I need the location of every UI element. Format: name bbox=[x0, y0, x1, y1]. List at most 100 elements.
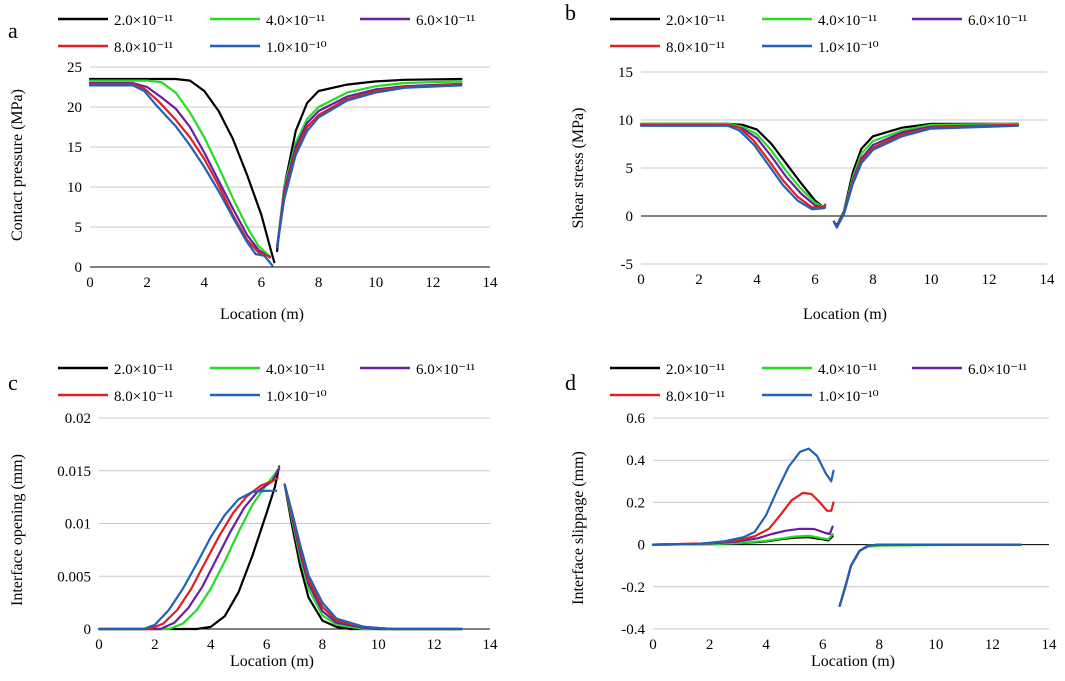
panel-b: b 2.0×10⁻¹¹ 4.0×10⁻¹¹ 6.0×10⁻¹¹ 8.0×10⁻¹… bbox=[565, 0, 1055, 323]
series-line-b-2-seg1 bbox=[832, 123, 1020, 228]
series-line-a-0-seg0 bbox=[88, 77, 276, 264]
x-tick-label-a-6: 12 bbox=[425, 275, 440, 291]
y-tick-label-c-2: 0.01 bbox=[65, 517, 91, 533]
panel-c: c 2.0×10⁻¹¹ 4.0×10⁻¹¹ 6.0×10⁻¹¹ 8.0×10⁻¹… bbox=[8, 362, 498, 670]
panel-d-xlabel: Location (m) bbox=[811, 653, 895, 670]
x-tick-label-b-6: 12 bbox=[982, 272, 997, 288]
legend-label-d-3: 8.0×10⁻¹¹ bbox=[666, 389, 725, 405]
legend-label-a-1: 4.0×10⁻¹¹ bbox=[266, 13, 325, 29]
x-tick-label-b-7: 14 bbox=[1040, 272, 1056, 288]
panel-a-ylabel: Contact pressure (MPa) bbox=[9, 89, 26, 241]
series-line-c-4-seg0 bbox=[97, 489, 278, 631]
panel-c-plot: 0 0.005 0.01 0.015 0.02 0 2 4 6 8 10 12 14 bbox=[57, 411, 498, 653]
y-tick-label-d-4: 0.4 bbox=[626, 453, 645, 469]
panel-b-xlabel: Location (m) bbox=[803, 306, 887, 323]
legend-label-c-1: 4.0×10⁻¹¹ bbox=[266, 362, 325, 378]
panel-b-ylabel: Shear stress (MPa) bbox=[570, 108, 587, 229]
legend-label-c-4: 1.0×10⁻¹⁰ bbox=[266, 389, 327, 405]
y-tick-label-a-5: 25 bbox=[67, 60, 82, 76]
panel-c-letter: c bbox=[8, 370, 18, 395]
y-tick-label-b-1: 0 bbox=[626, 209, 634, 225]
x-tick-label-c-4: 8 bbox=[319, 637, 327, 653]
series-line-d-0-seg1 bbox=[838, 543, 1022, 607]
panel-a-letter: a bbox=[8, 18, 18, 43]
panel-b-letter: b bbox=[565, 0, 576, 25]
x-tick-label-b-4: 8 bbox=[869, 272, 877, 288]
series-line-c-4-seg1 bbox=[283, 483, 464, 631]
legend-label-d-4: 1.0×10⁻¹⁰ bbox=[818, 389, 879, 405]
x-tick-label-b-1: 2 bbox=[695, 272, 703, 288]
legend-label-d-0: 2.0×10⁻¹¹ bbox=[666, 362, 725, 378]
series-line-c-1-seg1 bbox=[283, 483, 464, 631]
x-tick-label-a-5: 10 bbox=[368, 275, 383, 291]
x-tick-label-a-1: 2 bbox=[143, 275, 151, 291]
x-tick-label-b-3: 6 bbox=[811, 272, 819, 288]
series-line-d-2-seg1 bbox=[838, 543, 1022, 607]
x-tick-label-d-2: 4 bbox=[762, 637, 770, 653]
y-tick-label-d-3: 0.2 bbox=[626, 495, 645, 511]
series-line-c-0-seg0 bbox=[97, 465, 281, 631]
panel-d-legend: 2.0×10⁻¹¹ 4.0×10⁻¹¹ 6.0×10⁻¹¹ 8.0×10⁻¹¹ … bbox=[610, 362, 1027, 405]
series-line-c-0-seg1 bbox=[283, 483, 464, 631]
legend-label-d-2: 6.0×10⁻¹¹ bbox=[968, 362, 1027, 378]
legend-label-c-2: 6.0×10⁻¹¹ bbox=[416, 362, 475, 378]
y-tick-label-a-0: 0 bbox=[75, 260, 83, 276]
x-tick-label-c-5: 10 bbox=[371, 637, 386, 653]
x-tick-label-d-3: 6 bbox=[819, 637, 827, 653]
y-tick-label-b-0: -5 bbox=[621, 257, 634, 273]
x-tick-label-c-0: 0 bbox=[95, 637, 103, 653]
series-line-a-0-seg1 bbox=[276, 77, 463, 253]
x-tick-label-c-3: 6 bbox=[263, 637, 271, 653]
y-tick-label-d-0: -0.4 bbox=[621, 622, 645, 638]
series-line-a-3-seg0 bbox=[88, 82, 272, 258]
series-line-a-2-seg0 bbox=[88, 81, 272, 259]
panel-a-plot: 0 5 10 15 20 25 0 2 4 6 8 10 12 14 bbox=[67, 60, 498, 291]
x-tick-label-a-0: 0 bbox=[86, 275, 94, 291]
series-line-b-0-seg0 bbox=[639, 122, 827, 209]
y-tick-label-a-3: 15 bbox=[67, 140, 82, 156]
y-tick-label-d-2: 0 bbox=[638, 538, 646, 554]
y-tick-label-c-0: 0 bbox=[84, 622, 92, 638]
x-tick-label-a-2: 4 bbox=[201, 275, 209, 291]
legend-label-c-0: 2.0×10⁻¹¹ bbox=[114, 362, 173, 378]
series-line-d-4-seg1 bbox=[838, 543, 1022, 607]
series-line-b-2-seg0 bbox=[639, 123, 827, 209]
x-tick-label-a-3: 6 bbox=[258, 275, 266, 291]
y-tick-label-c-4: 0.02 bbox=[65, 411, 91, 427]
y-tick-label-c-3: 0.015 bbox=[57, 464, 91, 480]
panel-d-letter: d bbox=[565, 370, 576, 395]
y-tick-label-d-1: -0.2 bbox=[621, 580, 645, 596]
legend-label-b-0: 2.0×10⁻¹¹ bbox=[666, 13, 725, 29]
legend-label-b-3: 8.0×10⁻¹¹ bbox=[666, 40, 725, 56]
x-tick-label-b-0: 0 bbox=[637, 272, 645, 288]
y-tick-label-a-2: 10 bbox=[67, 180, 82, 196]
x-tick-label-d-6: 12 bbox=[985, 637, 1000, 653]
series-line-a-1-seg0 bbox=[88, 79, 272, 258]
y-tick-label-b-4: 15 bbox=[618, 65, 633, 81]
panel-c-legend: 2.0×10⁻¹¹ 4.0×10⁻¹¹ 6.0×10⁻¹¹ 8.0×10⁻¹¹ … bbox=[58, 362, 475, 405]
panel-a-legend: 2.0×10⁻¹¹ 4.0×10⁻¹¹ 6.0×10⁻¹¹ 8.0×10⁻¹¹ … bbox=[58, 13, 475, 56]
series-line-b-4-seg1 bbox=[832, 124, 1020, 229]
series-line-c-1-seg0 bbox=[97, 466, 281, 631]
series-line-d-1-seg0 bbox=[651, 532, 834, 546]
series-line-c-2-seg0 bbox=[97, 467, 281, 631]
x-tick-label-b-5: 10 bbox=[924, 272, 939, 288]
y-tick-label-c-1: 0.005 bbox=[57, 569, 91, 585]
x-tick-label-a-7: 14 bbox=[483, 275, 499, 291]
panel-c-ylabel: Interface opening (mm) bbox=[9, 454, 26, 606]
legend-label-a-2: 6.0×10⁻¹¹ bbox=[416, 13, 475, 29]
x-tick-label-c-1: 2 bbox=[151, 637, 159, 653]
x-tick-label-d-0: 0 bbox=[649, 637, 657, 653]
y-tick-label-b-3: 10 bbox=[618, 113, 633, 129]
series-line-d-4-seg0 bbox=[651, 447, 835, 546]
legend-label-d-1: 4.0×10⁻¹¹ bbox=[818, 362, 877, 378]
panel-d-plot: -0.4 -0.2 0 0.2 0.4 0.6 0 2 4 6 8 10 12 14 bbox=[621, 411, 1057, 653]
series-line-d-1-seg1 bbox=[838, 543, 1022, 607]
x-tick-label-c-7: 14 bbox=[483, 637, 499, 653]
series-line-b-3-seg0 bbox=[639, 123, 827, 209]
series-line-c-2-seg1 bbox=[283, 483, 464, 631]
series-line-d-3-seg1 bbox=[838, 543, 1022, 607]
legend-label-a-3: 8.0×10⁻¹¹ bbox=[114, 40, 173, 56]
